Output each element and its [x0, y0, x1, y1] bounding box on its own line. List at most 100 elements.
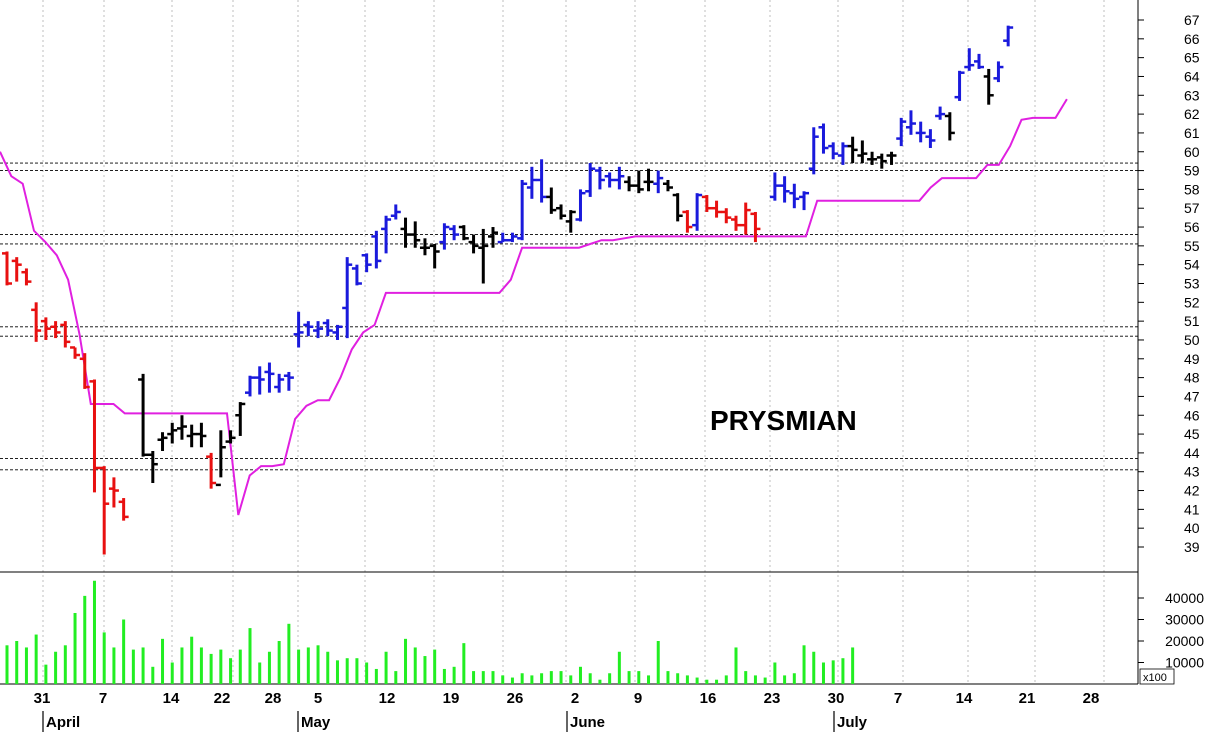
price-tick-label: 47 — [1184, 388, 1200, 404]
ohlc-bar — [147, 451, 158, 484]
ohlc-bar — [332, 324, 343, 340]
price-tick-label: 65 — [1184, 50, 1200, 66]
price-tick-label: 45 — [1184, 426, 1200, 442]
ohlc-bar — [351, 264, 362, 286]
ohlc-bar — [721, 208, 732, 224]
ohlc-bar — [624, 176, 635, 192]
ohlc-bar — [108, 477, 119, 508]
ohlc-bar — [954, 70, 965, 101]
ohlc-bars — [2, 25, 1014, 555]
ohlc-bar — [867, 151, 878, 165]
ohlc-bar — [536, 159, 547, 203]
ohlc-bar — [206, 452, 217, 489]
price-tick-label: 43 — [1184, 464, 1200, 480]
ohlc-bar — [701, 195, 712, 212]
ohlc-bar — [711, 200, 722, 218]
date-tick-label: 23 — [764, 690, 781, 707]
ohlc-bar — [643, 168, 654, 192]
ohlc-bar — [79, 353, 90, 389]
date-tick-label: 22 — [214, 690, 231, 707]
ohlc-bar — [594, 166, 605, 190]
ohlc-bar — [2, 251, 12, 286]
ohlc-bar — [235, 402, 246, 436]
chart-title: PRYSMIAN — [710, 405, 857, 436]
date-tick-label: 21 — [1019, 690, 1036, 707]
ohlc-bar — [381, 215, 392, 254]
ohlc-bar — [176, 415, 187, 440]
price-axis-ticks: 39 40 41 42 43 44 45 46 47 48 49 50 51 52 53 54 55 56 57 58… — [1138, 12, 1200, 555]
ohlc-bar — [410, 221, 421, 248]
price-tick-label: 64 — [1184, 68, 1200, 84]
ohlc-bar — [1003, 25, 1014, 47]
ohlc-bar — [274, 373, 285, 393]
ohlc-bar — [672, 193, 683, 222]
ohlc-bar — [614, 166, 625, 190]
date-tick-label: 7 — [99, 690, 107, 707]
ohlc-bar — [546, 187, 557, 214]
ohlc-bar — [526, 166, 537, 199]
ohlc-bar — [896, 117, 907, 147]
ohlc-bar — [458, 225, 469, 241]
price-tick-label: 42 — [1184, 483, 1200, 499]
ohlc-bar — [944, 112, 955, 141]
ohlc-bar — [60, 321, 71, 348]
date-tick-label: 12 — [379, 690, 396, 707]
price-tick-label: 39 — [1184, 539, 1200, 555]
ohlc-bar — [993, 61, 1004, 83]
price-tick-label: 62 — [1184, 106, 1200, 122]
ohlc-bar — [390, 204, 401, 220]
price-tick-label: 61 — [1184, 125, 1200, 141]
volume-axis-ticks: 10000 20000 30000 40000 — [1138, 590, 1204, 671]
ohlc-bar — [449, 225, 460, 241]
date-tick-label: 9 — [634, 690, 642, 707]
date-tick-label: 14 — [956, 690, 973, 707]
ohlc-bar — [264, 362, 275, 393]
ohlc-bar — [925, 129, 936, 148]
price-tick-label: 48 — [1184, 370, 1200, 386]
price-tick-label: 53 — [1184, 276, 1200, 292]
price-tick-label: 60 — [1184, 144, 1200, 160]
ohlc-bar — [915, 121, 926, 143]
ohlc-bar — [40, 317, 51, 340]
price-tick-label: 67 — [1184, 12, 1200, 28]
ohlc-bar — [167, 422, 178, 444]
date-axis-ticks: 31 7 14 22 28 5 12 19 26 2 9 16 23 30 7 14 21 28 April May J… — [34, 690, 1099, 732]
ohlc-bar — [517, 179, 528, 241]
ohlc-bar — [283, 371, 294, 391]
ohlc-bar — [429, 243, 440, 269]
ohlc-bar — [419, 238, 430, 256]
ohlc-bar — [99, 466, 110, 555]
price-tick-label: 52 — [1184, 294, 1200, 310]
ohlc-bar — [342, 257, 353, 339]
ohlc-bar — [828, 142, 839, 160]
trailing-stop-line — [0, 98, 1068, 516]
ohlc-bar — [400, 217, 411, 248]
ohlc-bar — [964, 48, 975, 71]
ohlc-bar — [876, 153, 887, 169]
ohlc-bar — [50, 321, 61, 339]
ohlc-bar — [507, 232, 518, 243]
ohlc-bar — [468, 234, 479, 254]
price-tick-label: 63 — [1184, 87, 1200, 103]
date-tick-label: 7 — [894, 690, 902, 707]
date-tick-label: 14 — [163, 690, 180, 707]
price-tick-label: 51 — [1184, 313, 1200, 329]
ohlc-bar — [682, 210, 693, 233]
ohlc-bar — [662, 179, 673, 192]
ohlc-bar — [818, 123, 829, 154]
ohlc-bar — [857, 140, 868, 164]
ohlc-bar — [799, 191, 810, 211]
price-tick-label: 56 — [1184, 219, 1200, 235]
ohlc-bar — [565, 210, 576, 233]
volume-tick-label: 20000 — [1165, 633, 1204, 649]
date-tick-label: 31 — [34, 690, 51, 707]
price-tick-label: 57 — [1184, 200, 1200, 216]
ohlc-bar — [575, 189, 586, 222]
date-tick-label: 5 — [314, 690, 322, 707]
ohlc-bar — [692, 193, 703, 231]
ohlc-bar — [196, 422, 207, 448]
ohlc-bar — [556, 204, 567, 220]
ohlc-bar — [245, 375, 255, 397]
ohlc-bar — [186, 424, 197, 448]
